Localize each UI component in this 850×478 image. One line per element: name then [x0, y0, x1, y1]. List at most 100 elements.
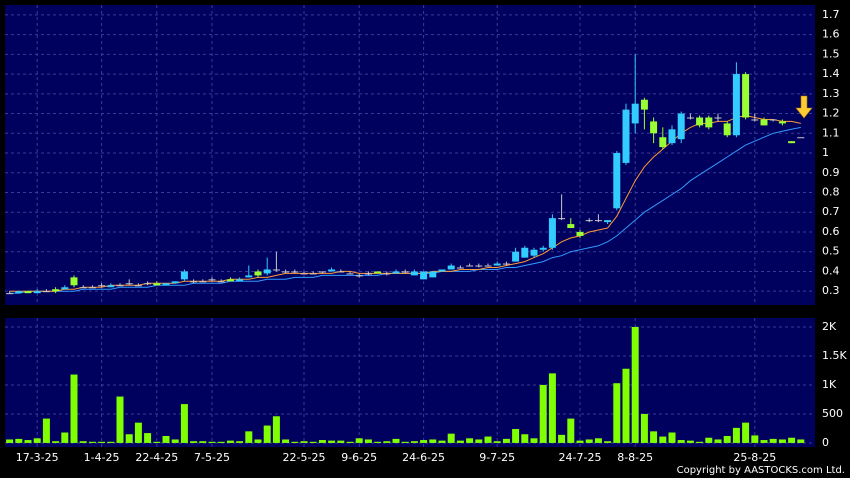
x-tick-label: 1-4-25 [84, 451, 120, 464]
candle-body [622, 109, 630, 163]
volume-bar [696, 441, 704, 443]
candle-body [364, 273, 372, 275]
candle-body [797, 137, 805, 139]
volume-bar [364, 439, 372, 443]
volume-bar [420, 440, 428, 443]
candle-body [567, 224, 575, 229]
candle-body [650, 121, 658, 134]
volume-bar [576, 440, 584, 443]
candle-body [760, 119, 768, 126]
volume-bar [502, 438, 510, 443]
volume-tick-label: 1K [822, 378, 837, 391]
volume-bar [42, 418, 50, 443]
volume-bar [162, 435, 170, 443]
candle-body [604, 220, 612, 223]
candle-body [282, 271, 290, 273]
volume-bar [70, 374, 78, 443]
volume-bar [521, 434, 529, 443]
volume-bar [438, 440, 446, 443]
y-tick-label: 1.3 [822, 87, 840, 100]
candle-body [328, 269, 336, 272]
candle-body [42, 291, 50, 293]
volume-bar [539, 384, 547, 443]
volume-tick-label: 0 [822, 436, 829, 449]
volume-bar [650, 431, 658, 443]
candle-body [309, 273, 317, 275]
candle-body [125, 283, 133, 285]
candle-body [576, 231, 584, 236]
candle-body [788, 141, 796, 144]
volume-bar [291, 441, 299, 443]
volume-bar [52, 441, 60, 443]
volume-bar [732, 427, 740, 443]
candle-body [686, 117, 694, 119]
volume-bar [484, 436, 492, 443]
volume-bar [585, 439, 593, 443]
candle-body [263, 269, 271, 274]
price-panel [5, 5, 815, 305]
volume-bar [512, 429, 520, 443]
candle-body [438, 269, 446, 272]
candle-body [677, 113, 685, 140]
volume-bar [631, 326, 639, 443]
y-tick-label: 1.1 [822, 126, 840, 139]
volume-bar [723, 435, 731, 443]
candle-body [15, 291, 23, 294]
volume-bar [493, 441, 501, 443]
candle-body [447, 265, 455, 270]
candle-body [613, 153, 621, 209]
x-tick-label: 22-5-25 [283, 451, 326, 464]
candle-body [558, 218, 566, 220]
volume-bar [6, 439, 14, 443]
candle-body [355, 275, 363, 277]
volume-bar [558, 434, 566, 443]
candle-body [116, 285, 124, 287]
y-tick-label: 1.5 [822, 47, 840, 60]
volume-bar [604, 441, 612, 443]
candle-body [144, 283, 152, 285]
volume-bar [410, 441, 418, 443]
candle-body [70, 277, 78, 286]
volume-bar [456, 440, 464, 443]
volume-tick-label: 1.5K [822, 349, 847, 362]
x-tick-label: 24-6-25 [402, 451, 445, 464]
candle-body [696, 117, 704, 126]
y-tick-label: 1.2 [822, 107, 840, 120]
candle-body [107, 285, 115, 288]
candle-body [742, 74, 750, 118]
volume-bar [24, 440, 32, 443]
x-tick-label: 24-7-25 [559, 451, 602, 464]
volume-bar [190, 441, 198, 443]
candle-body [714, 117, 722, 119]
volume-bar [236, 441, 244, 443]
candle-body [778, 121, 786, 124]
volume-bar [309, 441, 317, 443]
volume-panel [5, 318, 815, 447]
y-tick-label: 0.3 [822, 284, 840, 297]
volume-bar [245, 431, 253, 443]
volume-bar [714, 439, 722, 443]
candle-body [521, 247, 529, 258]
candle-body [456, 267, 464, 269]
volume-bar [668, 432, 676, 443]
candle-body [732, 74, 740, 136]
candle-body [484, 265, 492, 267]
y-tick-label: 1 [822, 146, 829, 159]
candle-body [236, 279, 244, 282]
volume-bar [677, 440, 685, 443]
candle-body [24, 291, 32, 294]
volume-bar [107, 441, 115, 443]
candle-body [272, 269, 280, 271]
y-tick-label: 0.6 [822, 225, 840, 238]
volume-bar [429, 439, 437, 443]
candle-body [199, 281, 207, 283]
candle-body [705, 117, 713, 128]
volume-bar [300, 441, 308, 443]
candle-body [245, 275, 253, 278]
candle-body [190, 281, 198, 283]
candle-body [769, 119, 777, 121]
x-tick-label: 7-5-25 [194, 451, 230, 464]
candle-body [723, 123, 731, 136]
candle-body [171, 281, 179, 284]
